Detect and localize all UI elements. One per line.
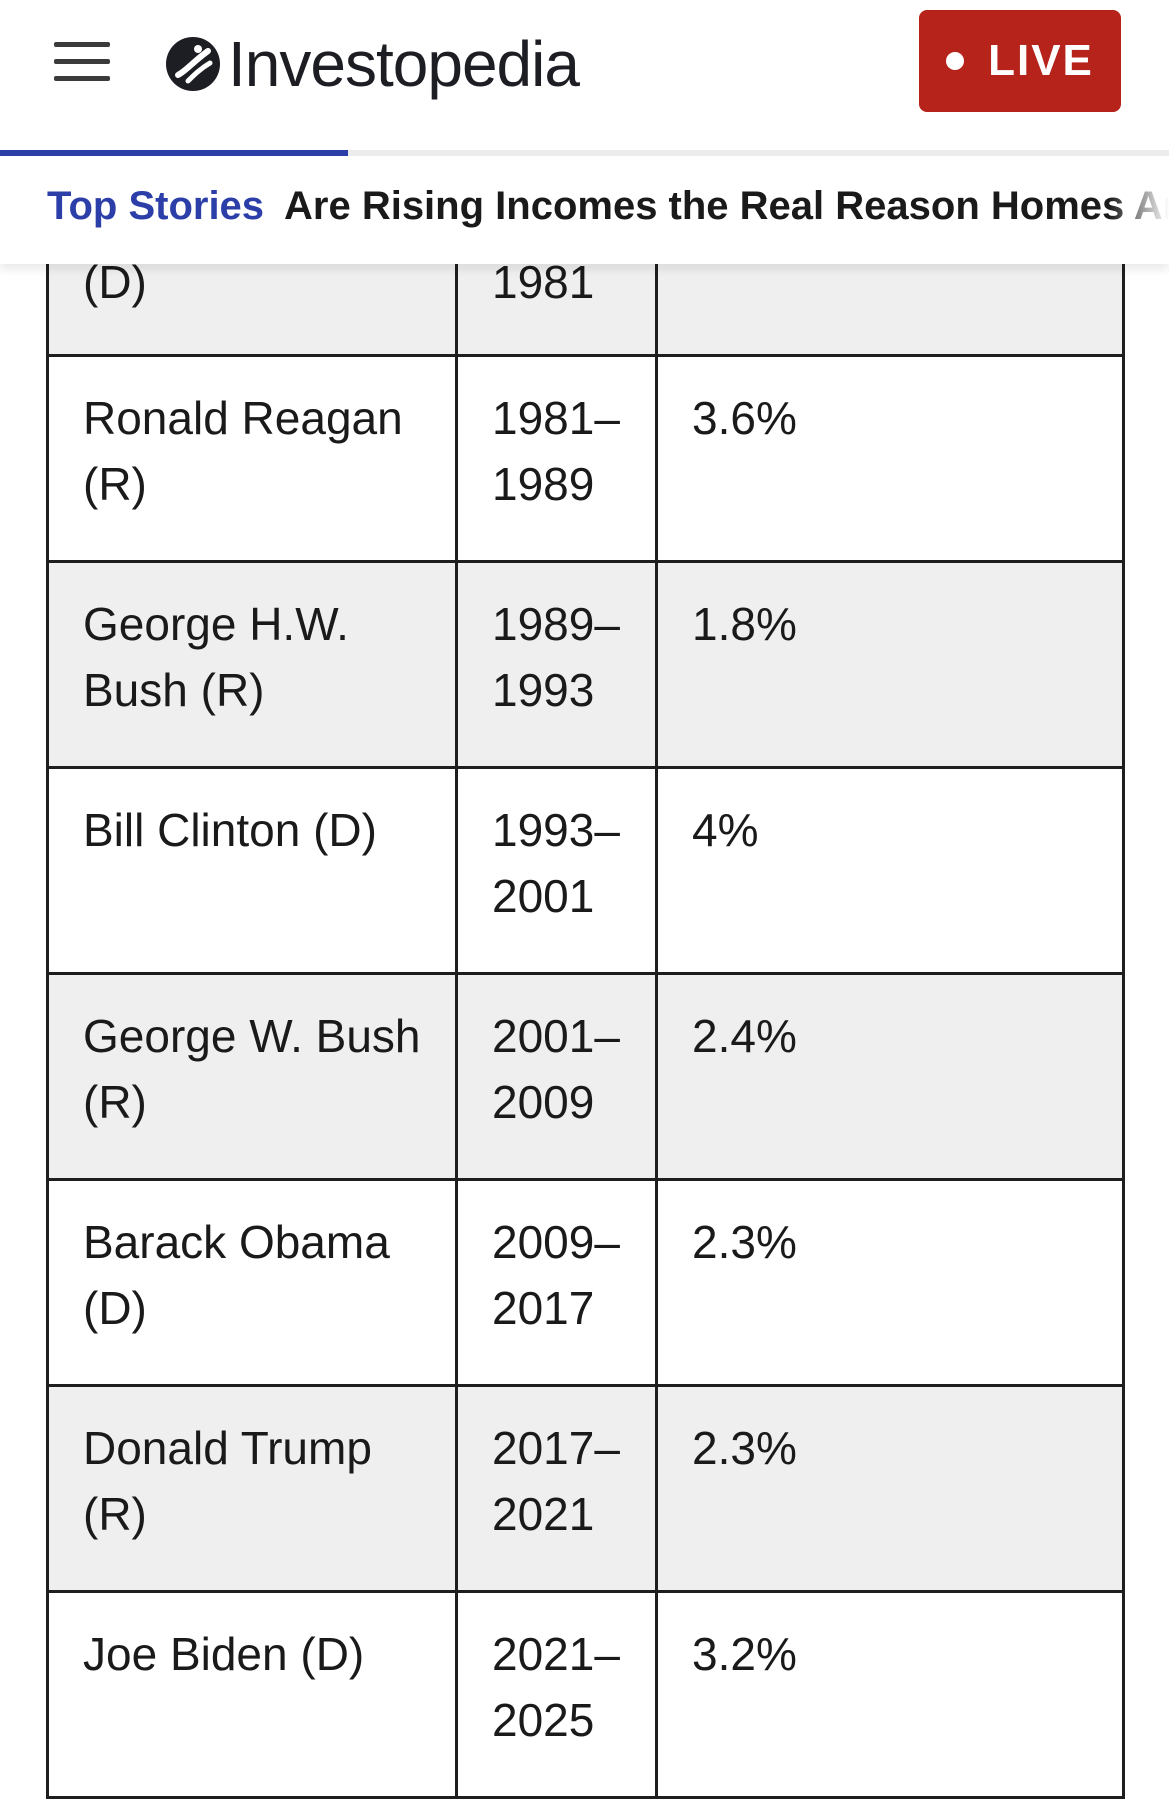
logo-wordmark: Investopedia xyxy=(228,28,580,100)
table-row: George H.W. Bush (R) 1989–1993 1.8% xyxy=(46,560,1125,769)
menu-bar xyxy=(54,76,110,81)
term-cell: 2009–2017 xyxy=(455,1178,658,1387)
president-cell: George H.W. Bush (R) xyxy=(46,560,458,769)
president-cell: Bill Clinton (D) xyxy=(46,766,458,975)
term-cell: 1981–1989 xyxy=(455,354,658,563)
live-label: LIVE xyxy=(988,36,1094,85)
site-header: Investopedia LIVE xyxy=(0,0,1169,150)
term-cell: 2001–2009 xyxy=(455,972,658,1181)
investopedia-logo[interactable]: Investopedia xyxy=(164,26,580,102)
menu-bar xyxy=(54,59,110,64)
top-story-headline-link[interactable]: Are Rising Incomes the Real Reason Homes… xyxy=(284,184,1169,228)
value-cell: 4% xyxy=(655,766,1125,975)
table-row: Barack Obama (D) 2009–2017 2.3% xyxy=(46,1178,1125,1387)
table-row: Donald Trump (R) 2017–2021 2.3% xyxy=(46,1384,1125,1593)
hamburger-menu-icon[interactable] xyxy=(54,40,112,84)
reading-progress-bar xyxy=(0,150,348,156)
presidents-growth-table: (D) 1981 Ronald Reagan (R) 1981–1989 3.6… xyxy=(46,160,1125,1799)
president-cell: Joe Biden (D) xyxy=(46,1590,458,1799)
menu-bar xyxy=(54,42,110,47)
value-cell: 2.3% xyxy=(655,1384,1125,1593)
term-cell: 1993–2001 xyxy=(455,766,658,975)
president-cell: Barack Obama (D) xyxy=(46,1178,458,1387)
term-cell: 1989–1993 xyxy=(455,560,658,769)
live-dot-icon xyxy=(946,52,965,70)
table-row: Bill Clinton (D) 1993–2001 4% xyxy=(46,766,1125,975)
president-cell: George W. Bush (R) xyxy=(46,972,458,1181)
table-row: George W. Bush (R) 2001–2009 2.4% xyxy=(46,972,1125,1181)
value-cell: 1.8% xyxy=(655,560,1125,769)
value-cell: 2.4% xyxy=(655,972,1125,1181)
top-stories-bar: Top Stories Are Rising Incomes the Real … xyxy=(0,156,1169,264)
president-cell: Ronald Reagan (R) xyxy=(46,354,458,563)
value-cell: 2.3% xyxy=(655,1178,1125,1387)
investopedia-logo-icon xyxy=(166,37,220,91)
header-divider xyxy=(0,150,1169,156)
live-button[interactable]: LIVE xyxy=(919,10,1121,112)
top-stories-label[interactable]: Top Stories xyxy=(47,184,265,228)
presidents-table-container: (D) 1981 Ronald Reagan (R) 1981–1989 3.6… xyxy=(46,160,1125,1799)
value-cell: 3.2% xyxy=(655,1590,1125,1799)
ticker-fade xyxy=(1109,156,1169,264)
value-cell: 3.6% xyxy=(655,354,1125,563)
table-row: Joe Biden (D) 2021–2025 3.2% xyxy=(46,1590,1125,1799)
president-cell: Donald Trump (R) xyxy=(46,1384,458,1593)
term-cell: 2021–2025 xyxy=(455,1590,658,1799)
table-row: Ronald Reagan (R) 1981–1989 3.6% xyxy=(46,354,1125,563)
term-cell: 2017–2021 xyxy=(455,1384,658,1593)
